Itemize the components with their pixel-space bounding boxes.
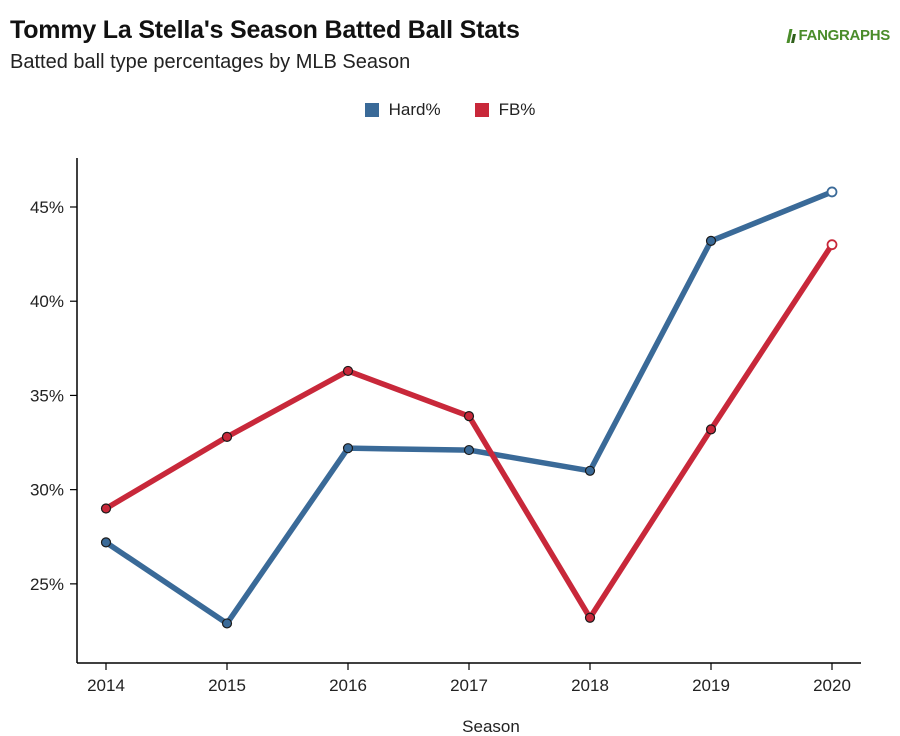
data-point-hard[interactable] (221, 618, 233, 629)
chart-subtitle: Batted ball type percentages by MLB Seas… (10, 51, 411, 73)
x-axis-label: Season (462, 717, 520, 736)
legend-swatch-hard (364, 103, 379, 117)
y-tick-label: 35% (30, 386, 64, 405)
data-point-fb[interactable] (584, 612, 596, 623)
y-tick-label: 30% (30, 481, 64, 500)
data-point-fb[interactable] (100, 503, 112, 514)
data-point-fb[interactable] (463, 411, 475, 422)
data-point-hard[interactable] (100, 537, 112, 548)
data-point-hard[interactable] (705, 235, 717, 247)
data-point-hard[interactable] (342, 443, 354, 454)
x-tick-label: 2018 (571, 676, 609, 695)
chart-title: Tommy La Stella's Season Batted Ball Sta… (10, 16, 520, 44)
x-tick-label: 2016 (329, 676, 367, 695)
data-point-hard[interactable] (584, 465, 596, 476)
data-point-fb[interactable] (342, 365, 354, 377)
data-point-hard[interactable] (463, 444, 475, 456)
chart-legend: Hard% FB% (0, 100, 900, 120)
series-line-fb (103, 241, 835, 621)
legend-item-fb[interactable]: FB% (474, 100, 536, 120)
data-point-fb[interactable] (705, 424, 717, 435)
x-tick-label: 2020 (813, 676, 851, 695)
y-tick-label: 45% (30, 198, 64, 217)
fangraphs-logo-text: FANGRAPHS (798, 27, 891, 44)
data-point-fb[interactable] (221, 431, 233, 442)
legend-item-hard[interactable]: Hard% (364, 100, 441, 120)
x-tick-label: 2017 (450, 676, 488, 695)
x-tick-label: 2019 (692, 676, 730, 695)
legend-label-fb: FB% (498, 100, 536, 119)
y-tick-label: 40% (30, 292, 64, 311)
legend-swatch-fb (474, 103, 489, 117)
legend-label-hard: Hard% (388, 100, 441, 119)
fangraphs-logo[interactable]: FANGRAPHS (786, 27, 891, 44)
data-point-hard[interactable] (826, 186, 838, 198)
x-tick-label: 2015 (208, 676, 246, 695)
x-tick-label: 2014 (87, 676, 125, 695)
y-tick-label: 25% (30, 575, 64, 594)
data-point-fb[interactable] (826, 239, 838, 251)
